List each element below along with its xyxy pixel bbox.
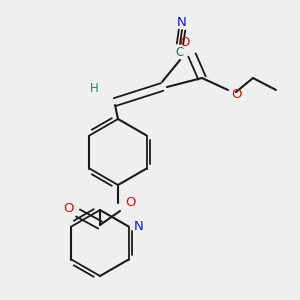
- Text: O: O: [63, 202, 73, 214]
- Text: H: H: [90, 82, 98, 94]
- Text: O: O: [180, 37, 190, 50]
- Text: N: N: [134, 220, 143, 233]
- Text: O: O: [232, 88, 242, 101]
- Text: O: O: [125, 196, 135, 209]
- Text: C: C: [176, 46, 184, 59]
- Text: N: N: [177, 16, 187, 28]
